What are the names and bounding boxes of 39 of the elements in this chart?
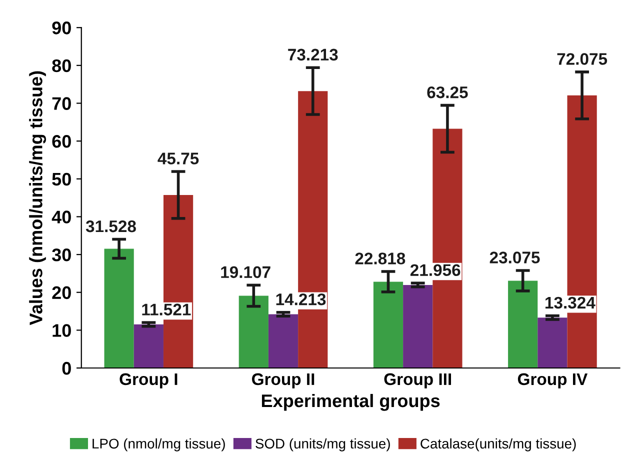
x-tick-label: Group IV [518, 373, 588, 388]
y-tick-label: 70 [52, 97, 71, 110]
x-tick-label: Group II [252, 373, 314, 388]
y-tick-label: 40 [52, 210, 71, 224]
data-label: 13.324 [546, 296, 596, 309]
data-label: 72.075 [557, 53, 608, 65]
x-tick-label: Group III [384, 373, 451, 388]
y-tick-label: 90 [52, 22, 71, 34]
y-tick-label: 10 [52, 324, 71, 337]
bar [538, 318, 568, 368]
y-tick-label: 20 [52, 286, 71, 300]
data-label: 73.213 [288, 48, 338, 61]
y-tick-label: 30 [52, 248, 71, 262]
bar [104, 248, 134, 368]
bar [134, 324, 164, 368]
bar [238, 296, 268, 368]
data-label: 19.107 [221, 266, 270, 278]
y-tick-label: 80 [52, 59, 71, 72]
y-axis-title: Values (nmol/units/mg tissue) [29, 71, 46, 326]
data-label: 23.075 [490, 252, 540, 264]
bar [508, 280, 538, 368]
y-tick-label: 0 [62, 362, 71, 375]
data-label: 63.25 [427, 86, 468, 98]
bar [373, 282, 404, 368]
bar [268, 314, 298, 368]
data-label: 31.528 [86, 220, 136, 232]
data-label: 45.75 [158, 152, 199, 164]
legend-label: Catalase(units/mg tissue) [420, 438, 576, 452]
data-label: 14.213 [276, 293, 326, 306]
y-tick-label: 50 [52, 172, 71, 186]
legend-label: LPO (nmol/mg tissue) [92, 438, 225, 452]
x-axis-title: Experimental groups [262, 394, 440, 411]
data-label: 11.521 [142, 304, 191, 316]
data-label: 22.818 [355, 252, 406, 264]
bar [403, 284, 433, 368]
x-tick-label: Group I [120, 373, 178, 388]
y-tick-label: 60 [52, 135, 71, 148]
legend-label: SOD (units/mg tissue) [256, 438, 390, 452]
data-label: 21.956 [410, 264, 460, 276]
